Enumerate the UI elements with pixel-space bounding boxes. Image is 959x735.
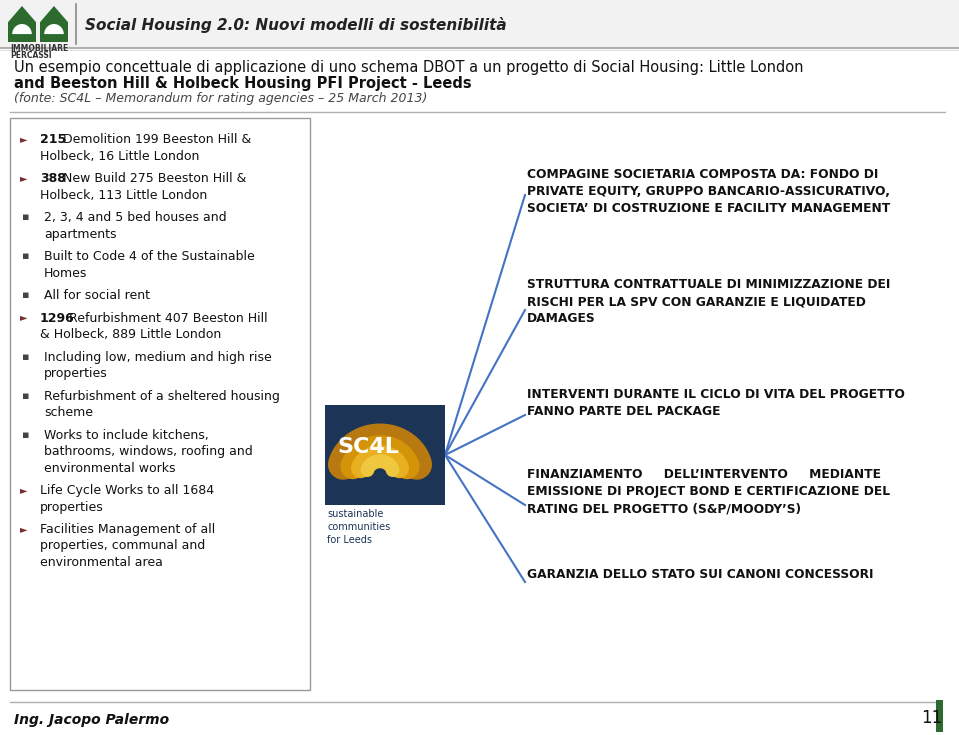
- Text: 2, 3, 4 and 5 bed houses and: 2, 3, 4 and 5 bed houses and: [44, 211, 226, 224]
- Text: ▪: ▪: [22, 290, 30, 300]
- Text: & Holbeck, 889 Little London: & Holbeck, 889 Little London: [40, 328, 222, 341]
- Text: scheme: scheme: [44, 406, 93, 419]
- Bar: [0, 0, 959, 48]
- Text: 11: 11: [921, 709, 943, 727]
- Text: ►: ►: [20, 134, 28, 144]
- Text: FINANZIAMENTO     DELL’INTERVENTO     MEDIANTE
EMISSIONE DI PROJECT BOND E CERTI: FINANZIAMENTO DELL’INTERVENTO MEDIANTE E…: [527, 468, 890, 515]
- Text: (fonte: SC4L – Memorandum for rating agencies – 25 March 2013): (fonte: SC4L – Memorandum for rating age…: [14, 92, 428, 105]
- Polygon shape: [40, 6, 68, 22]
- Text: Homes: Homes: [44, 267, 87, 279]
- Text: Refurbishment 407 Beeston Hill: Refurbishment 407 Beeston Hill: [65, 312, 268, 324]
- Polygon shape: [12, 24, 32, 34]
- Text: Built to Code 4 of the Sustainable: Built to Code 4 of the Sustainable: [44, 250, 255, 263]
- Text: ▪: ▪: [22, 429, 30, 440]
- Polygon shape: [40, 22, 68, 42]
- Bar: [936, 700, 943, 732]
- Text: Holbeck, 113 Little London: Holbeck, 113 Little London: [40, 188, 207, 201]
- Text: SC4L: SC4L: [337, 437, 399, 457]
- Text: Holbeck, 16 Little London: Holbeck, 16 Little London: [40, 149, 199, 162]
- Text: Including low, medium and high rise: Including low, medium and high rise: [44, 351, 271, 364]
- Polygon shape: [8, 6, 36, 22]
- Text: GARANZIA DELLO STATO SUI CANONI CONCESSORI: GARANZIA DELLO STATO SUI CANONI CONCESSO…: [527, 568, 874, 581]
- Text: ▪: ▪: [22, 351, 30, 362]
- Text: ▪: ▪: [22, 212, 30, 222]
- Text: Un esempio concettuale di applicazione di uno schema DBOT a un progetto di Socia: Un esempio concettuale di applicazione d…: [14, 60, 804, 75]
- Text: 388: 388: [40, 172, 66, 185]
- Text: and Beeston Hill & Holbeck Housing PFI Project - Leeds: and Beeston Hill & Holbeck Housing PFI P…: [14, 76, 472, 91]
- Text: Ing. Jacopo Palermo: Ing. Jacopo Palermo: [14, 713, 169, 727]
- Text: ▪: ▪: [22, 390, 30, 401]
- Text: Demolition 199 Beeston Hill &: Demolition 199 Beeston Hill &: [58, 133, 251, 146]
- Text: STRUTTURA CONTRATTUALE DI MINIMIZZAZIONE DEI
RISCHI PER LA SPV CON GARANZIE E LI: STRUTTURA CONTRATTUALE DI MINIMIZZAZIONE…: [527, 278, 890, 325]
- Text: COMPAGINE SOCIETARIA COMPOSTA DA: FONDO DI
PRIVATE EQUITY, GRUPPO BANCARIO-ASSIC: COMPAGINE SOCIETARIA COMPOSTA DA: FONDO …: [527, 168, 890, 215]
- Text: ►: ►: [20, 485, 28, 495]
- Bar: [10, 118, 310, 690]
- Text: ►: ►: [20, 524, 28, 534]
- Text: ►: ►: [20, 312, 28, 323]
- Text: properties: properties: [40, 501, 104, 514]
- Text: Refurbishment of a sheltered housing: Refurbishment of a sheltered housing: [44, 390, 280, 403]
- Text: INTERVENTI DURANTE IL CICLO DI VITA DEL PROGETTO
FANNO PARTE DEL PACKAGE: INTERVENTI DURANTE IL CICLO DI VITA DEL …: [527, 388, 905, 418]
- Text: ▪: ▪: [22, 251, 30, 261]
- Text: properties: properties: [44, 367, 107, 380]
- Text: IMMOBILIARE: IMMOBILIARE: [10, 44, 68, 53]
- Polygon shape: [8, 22, 36, 42]
- Text: environmental area: environmental area: [40, 556, 163, 569]
- Text: All for social rent: All for social rent: [44, 289, 150, 302]
- Text: sustainable
communities
for Leeds: sustainable communities for Leeds: [327, 509, 390, 545]
- Text: 1296: 1296: [40, 312, 75, 324]
- Text: Facilities Management of all: Facilities Management of all: [40, 523, 215, 536]
- Text: Life Cycle Works to all 1684: Life Cycle Works to all 1684: [40, 484, 214, 497]
- Text: PERCASSI: PERCASSI: [10, 51, 52, 60]
- Text: New Build 275 Beeston Hill &: New Build 275 Beeston Hill &: [58, 172, 246, 185]
- Text: apartments: apartments: [44, 228, 116, 240]
- Bar: [325, 405, 445, 505]
- Text: Social Housing 2.0: Nuovi modelli di sostenibilità: Social Housing 2.0: Nuovi modelli di sos…: [85, 17, 506, 33]
- Text: ►: ►: [20, 173, 28, 183]
- Text: Works to include kitchens,: Works to include kitchens,: [44, 429, 209, 442]
- Text: properties, communal and: properties, communal and: [40, 539, 205, 553]
- Text: bathrooms, windows, roofing and: bathrooms, windows, roofing and: [44, 445, 253, 458]
- Text: environmental works: environmental works: [44, 462, 175, 475]
- Polygon shape: [44, 24, 64, 34]
- Text: 215: 215: [40, 133, 66, 146]
